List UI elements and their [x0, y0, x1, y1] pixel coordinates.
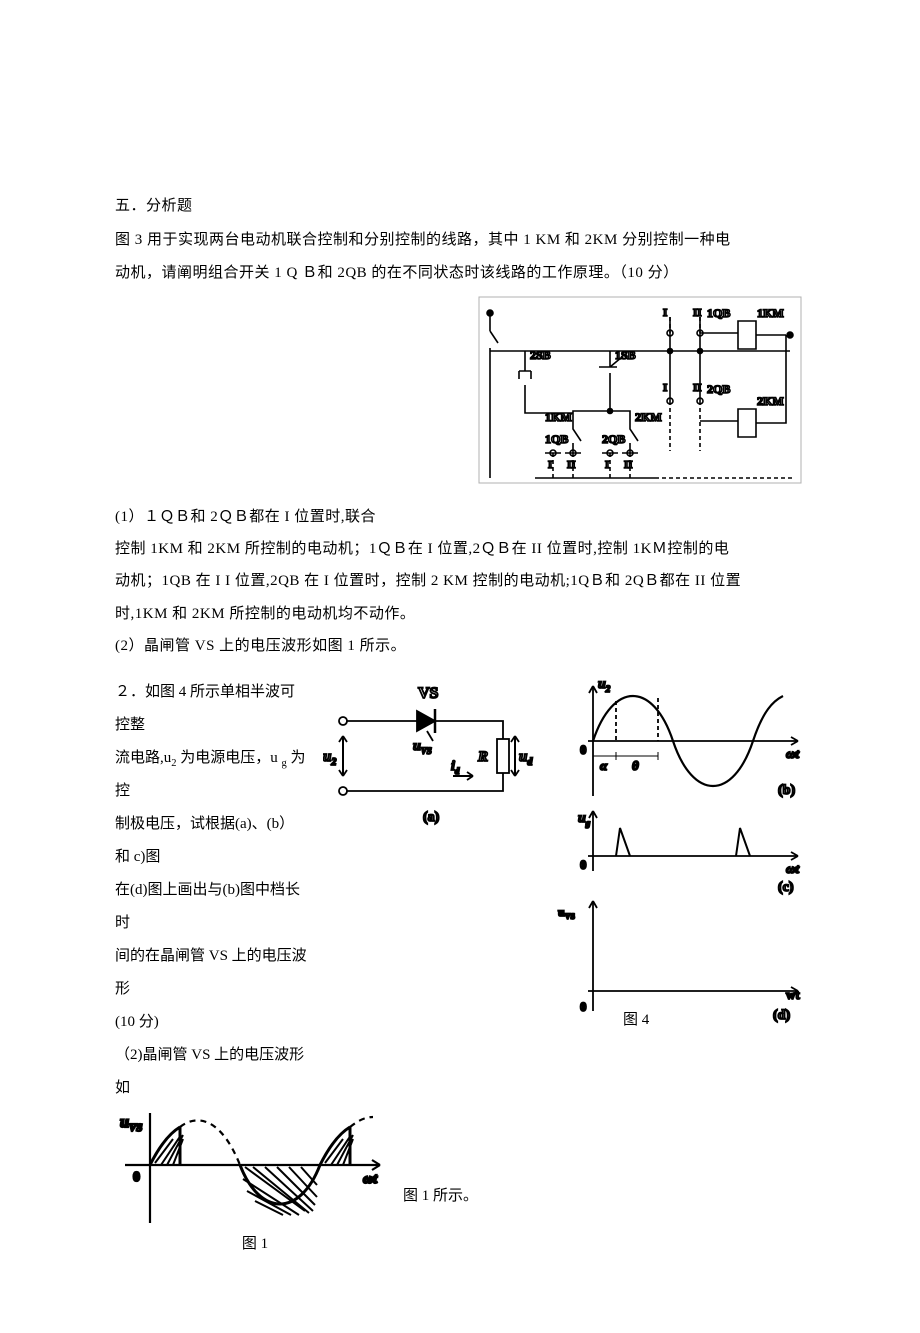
q2-trailing: 图 1 所示。 [403, 1184, 478, 1253]
lbl-wt1: ωt [363, 1172, 378, 1187]
lbl-u2: u2 [323, 749, 336, 768]
lbl-pos1-mid: I [663, 382, 667, 394]
q1-ans-l3: 动机；1QB 在 I I 位置,2QB 在 I 位置时，控制 2 KM 控制的电… [115, 565, 805, 597]
fig3-svg: 2SB 1SB 1KM 2KM [475, 293, 805, 488]
lbl-a: (a) [423, 810, 440, 825]
fig1: uVS 0 ωt [115, 1105, 395, 1253]
lbl-d: (d) [773, 1008, 790, 1023]
section-title: 五．分析题 [115, 190, 805, 222]
lbl-wtd: wt [786, 987, 800, 1002]
page: 五．分析题 图 3 用于实现两台电动机联合控制和分别控制的线路，其中 1 KM … [0, 0, 920, 1333]
q2-l2b: 为电源电压，u [177, 750, 282, 766]
lbl-u2b: u2 [598, 677, 611, 694]
lbl-alpha: α [600, 758, 608, 773]
lbl-2km-coil: 2KM [757, 394, 784, 408]
fig4: VS R u2 uVS id [323, 676, 805, 1031]
lbl-uvs: uVS [413, 739, 432, 756]
lbl-pos1-b: I [605, 459, 609, 471]
lbl-pos1-top: I [663, 307, 667, 319]
lbl-R: R [477, 749, 488, 765]
lbl-pos2-mid: II [693, 382, 702, 394]
fig4-svg: VS R u2 uVS id [323, 676, 805, 1026]
lbl-pos2-a: II [567, 459, 576, 471]
fig1-svg: uVS 0 ωt [115, 1105, 395, 1230]
lbl-1km-a: 1KM [545, 410, 572, 424]
q1-prompt-l2: 动机，请阐明组合开关 1 Q Ｂ和 2QB 的在不同状态时该线路的工作原理。（1… [115, 257, 805, 289]
q1-ans-p2: (2）晶闸管 VS 上的电压波形如图 1 所示。 [115, 630, 805, 662]
q2-l1: ２．如图 4 所示单相半波可控整 [115, 684, 295, 733]
lbl-1qb-a: 1QB [545, 432, 568, 446]
q1-prompt-l1: 图 3 用于实现两台电动机联合控制和分别控制的线路，其中 1 KM 和 2KM … [115, 224, 805, 256]
lbl-wtb: ωt [786, 746, 799, 761]
q2-ans-l1: （2)晶闸管 VS 上的电压波形如 [115, 1047, 304, 1096]
lbl-1qb-top: 1QB [707, 306, 730, 320]
lbl-1km-coil: 1KM [757, 306, 784, 320]
q2-l2a: 流电路,u [115, 750, 171, 766]
q2-l6: (10 分) [115, 1014, 159, 1030]
q2-l5: 间的在晶闸管 VS 上的电压波形 [115, 948, 307, 997]
lbl-c: (c) [778, 880, 794, 895]
q2-l4: 在(d)图上画出与(b)图中档长时 [115, 882, 300, 931]
fig1-block: uVS 0 ωt [115, 1105, 805, 1253]
fig3-circuit: 2SB 1SB 1KM 2KM [475, 293, 805, 493]
lbl-ud: ud [519, 749, 533, 768]
lbl-pos2-top: II [693, 307, 702, 319]
lbl-1sb: 1SB [615, 348, 636, 362]
lbl-uvsd: uVS [558, 905, 575, 921]
lbl-ug: ug [578, 811, 591, 828]
lbl-uvs1: uVS [120, 1114, 142, 1134]
fig1-caption: 图 1 [242, 1232, 268, 1253]
lbl-id: id [451, 759, 460, 776]
lbl-2sb: 2SB [530, 348, 551, 362]
lbl-b: (b) [778, 783, 795, 798]
lbl-0c: 0 [580, 857, 587, 872]
lbl-pos2-b: II [624, 459, 633, 471]
lbl-pos1-a: I [548, 459, 552, 471]
lbl-theta: θ [632, 758, 639, 773]
lbl-2km-a: 2KM [635, 410, 662, 424]
lbl-2qb-mid: 2QB [707, 382, 730, 396]
lbl-0d: 0 [580, 999, 587, 1014]
q1-ans-l2: 控制 1KM 和 2KM 所控制的电动机；1ＱＢ在 I 位置,2ＱＢ在 II 位… [115, 533, 805, 565]
lbl-0b: 0 [580, 742, 587, 757]
lbl-2qb-a: 2QB [602, 432, 625, 446]
fig4-caption: 图 4 [623, 1011, 650, 1026]
lbl-wtc: ωt [786, 861, 799, 876]
q1-ans-l4: 时,1KM 和 2KM 所控制的电动机均不动作。 [115, 598, 805, 630]
q2-text: ２．如图 4 所示单相半波可控整 流电路,u2 为电源电压，u g 为控 制极电… [115, 676, 307, 1105]
q1-ans-l1: (1）１ＱＢ和 2ＱＢ都在 I 位置时,联合 [115, 501, 805, 533]
lbl-vs: VS [418, 685, 439, 702]
q2-l3: 制极电压，试根据(a)、(b）和 c)图 [115, 816, 294, 865]
lbl-01: 0 [133, 1170, 140, 1185]
